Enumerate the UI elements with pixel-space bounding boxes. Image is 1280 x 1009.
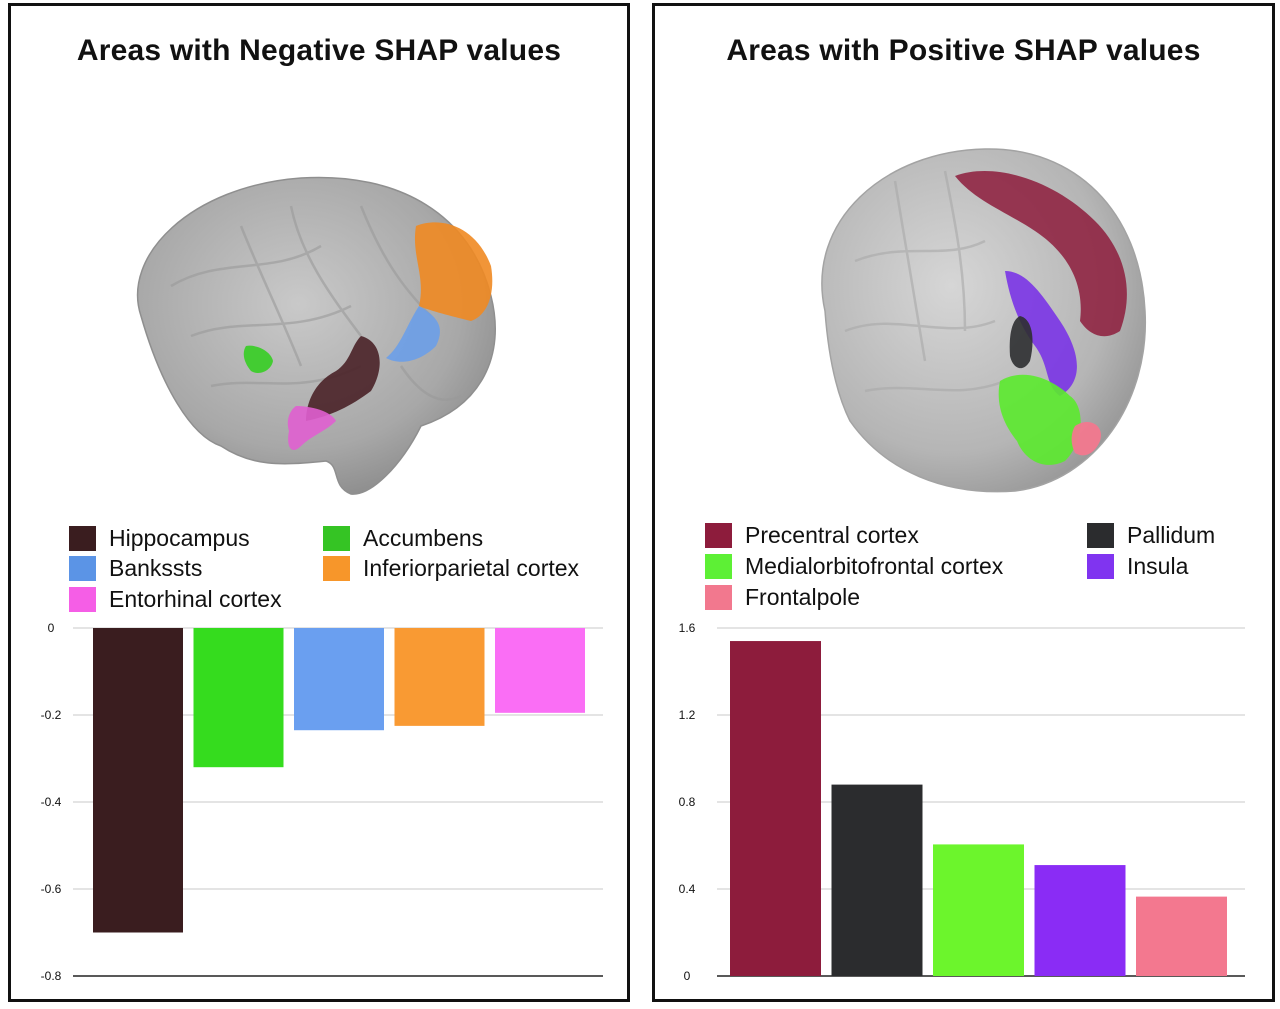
legend-label: Pallidum [1127, 522, 1216, 548]
y-tick-label: 1.6 [679, 621, 696, 635]
legend-swatch [705, 585, 732, 610]
legend-label: Entorhinal cortex [109, 586, 282, 612]
bar-entorhinal-cortex [495, 628, 585, 713]
legend-label: Medialorbitofrontal cortex [745, 553, 1004, 579]
legend-label: Accumbens [363, 525, 484, 551]
panel-title: Areas with Positive SHAP values [726, 34, 1201, 67]
positive-shap-bar-chart: 1.6 1.2 0.8 0.4 0 [679, 621, 1245, 983]
y-tick-label: 0.8 [679, 795, 696, 809]
bar-insula [1034, 865, 1126, 976]
bar-frontalpole [1136, 896, 1227, 976]
bar-pallidum [831, 784, 923, 976]
y-tick-label: 1.2 [679, 708, 696, 722]
brain-lateral-image [136, 176, 496, 495]
bar-bankssts [294, 628, 384, 731]
bar-inferiorparietal-cortex [394, 628, 485, 726]
bar-medialorbitofrontal-cortex [933, 844, 1024, 976]
legend-swatch [1087, 554, 1114, 579]
y-tick-label: -0.6 [41, 882, 62, 896]
legend-swatch [323, 526, 350, 551]
legend-swatch [705, 523, 732, 548]
y-tick-label: 0 [48, 621, 55, 635]
bar-accumbens [193, 628, 284, 768]
legend-swatch [69, 526, 96, 551]
y-tick-label: -0.8 [41, 969, 62, 983]
y-tick-label: -0.2 [41, 708, 62, 722]
negative-shap-bar-chart: 0 -0.2 -0.4 -0.6 -0.8 [41, 621, 603, 983]
legend-swatch [69, 556, 96, 581]
bar-precentral-cortex [730, 641, 821, 976]
legend-swatch [705, 554, 732, 579]
y-tick-label: 0 [684, 969, 691, 983]
brain-frontal-image [821, 148, 1147, 493]
legend-label: Insula [1127, 553, 1189, 579]
legend-swatch [323, 556, 350, 581]
y-tick-label: -0.4 [41, 795, 62, 809]
legend-label: Precentral cortex [745, 522, 919, 548]
legend-label: Inferiorparietal cortex [363, 555, 580, 581]
legend-label: Frontalpole [745, 584, 861, 610]
positive-shap-panel: Areas with Positive SHAP values Precentr… [652, 3, 1275, 1002]
legend-label: Bankssts [109, 555, 203, 581]
bar-hippocampus [93, 628, 183, 933]
y-tick-label: 0.4 [679, 882, 696, 896]
legend-label: Hippocampus [109, 525, 250, 551]
legend-swatch [69, 587, 96, 612]
legend-swatch [1087, 523, 1114, 548]
panel-title: Areas with Negative SHAP values [76, 34, 562, 67]
negative-shap-panel: Areas with Negative SHAP values Hippocam… [8, 3, 630, 1002]
